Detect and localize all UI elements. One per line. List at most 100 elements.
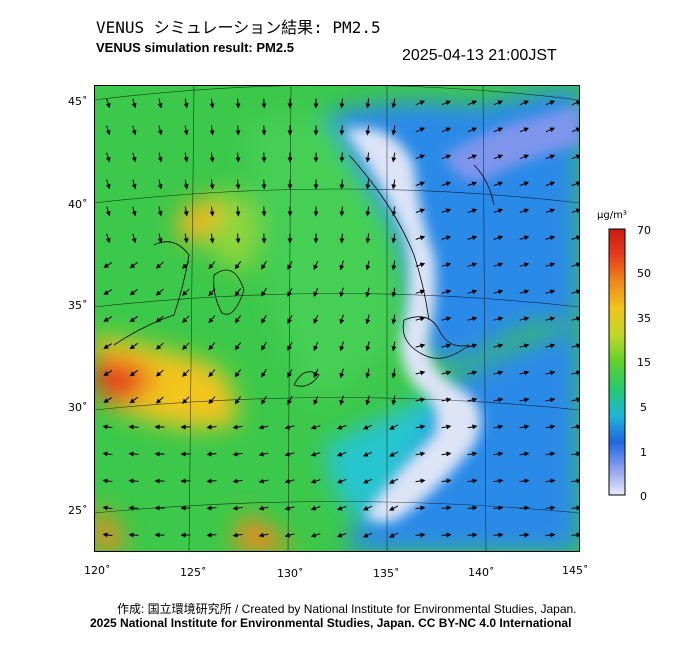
wind-arrow (182, 396, 190, 404)
wind-arrow (493, 100, 504, 106)
wind-arrow (441, 154, 452, 160)
wind-arrow (235, 152, 241, 163)
wind-arrow (235, 179, 241, 190)
wind-arrow (467, 208, 478, 214)
wind-arrow (157, 98, 163, 109)
wind-arrow (545, 289, 556, 295)
wind-arrow (105, 206, 111, 217)
lon-label-135: 135˚ (373, 567, 400, 580)
wind-arrow (208, 288, 216, 297)
wind-arrow (365, 152, 371, 163)
wind-arrow (157, 206, 163, 217)
wind-arrow (206, 505, 217, 511)
wind-arrow (261, 395, 267, 405)
wind-arrow (571, 208, 580, 214)
wind-arrow (313, 368, 319, 379)
wind-arrow (103, 289, 113, 295)
wind-arrow (545, 532, 556, 538)
wind-arrow (182, 369, 190, 377)
wind-arrow (129, 315, 138, 323)
wind-arrow (545, 154, 556, 160)
wind-arrow (519, 343, 530, 349)
wind-arrow (129, 396, 138, 404)
wind-arrow (261, 260, 267, 270)
wind-arrow (339, 206, 345, 217)
wind-arrow (467, 343, 478, 349)
wind-arrow (310, 451, 321, 457)
wind-arrow (155, 369, 164, 377)
wind-arrow (208, 369, 216, 378)
wind-arrow (182, 342, 190, 350)
wind-arrow (415, 397, 426, 403)
lon-label-120: 120˚ (84, 564, 111, 577)
wind-arrow (287, 395, 293, 405)
wind-arrow (467, 370, 478, 376)
wind-arrow (131, 152, 137, 163)
wind-arrow (103, 262, 113, 268)
wind-arrow (519, 370, 530, 376)
wind-arrow (545, 100, 556, 106)
wind-arrow (313, 341, 319, 352)
lat-label-45: 45˚ (68, 95, 88, 108)
wind-arrow (519, 262, 530, 268)
wind-arrow (155, 288, 164, 296)
wind-arrow (441, 208, 452, 214)
wind-arrow (441, 235, 452, 241)
wind-arrow (131, 179, 137, 190)
wind-arrow (571, 451, 580, 457)
lat-label-40: 40˚ (68, 198, 88, 211)
wind-arrow (391, 341, 397, 352)
wind-arrow (389, 505, 399, 511)
cyan-band-south (324, 385, 444, 517)
colorbar-tick-35: 35 (637, 312, 651, 325)
wind-arrow (258, 505, 269, 511)
wind-arrow (415, 316, 426, 322)
wind-arrow (234, 369, 242, 378)
wind-arrow (102, 505, 113, 511)
map-border (94, 85, 580, 552)
wind-arrow (441, 424, 452, 430)
wind-arrow (284, 424, 295, 430)
wind-arrow (105, 152, 111, 163)
wind-arrow (519, 289, 530, 295)
wind-arrow (336, 478, 347, 484)
wind-arrow (545, 370, 556, 376)
wind-arrow (545, 343, 556, 349)
wind-arrow (155, 342, 164, 350)
forecast-timestamp: 2025-04-13 21:00JST (402, 47, 557, 64)
wind-arrow (467, 478, 478, 484)
wind-arrow (415, 505, 426, 511)
wind-arrow (391, 368, 397, 379)
wind-arrow (571, 154, 580, 160)
colorbar-unit: μg/m³ (597, 210, 627, 221)
wind-arrow (339, 395, 345, 406)
wind-arrow (571, 370, 580, 376)
wind-arrow (571, 424, 580, 430)
wind-arrow (362, 505, 373, 511)
wind-arrow (234, 315, 242, 324)
wind-arrow (545, 478, 556, 484)
wind-arrow (102, 532, 113, 538)
wind-arrow (105, 125, 111, 136)
wind-arrow (235, 98, 241, 109)
wind-arrow (208, 261, 216, 270)
wind-arrow (545, 424, 556, 430)
wind-arrow (234, 396, 242, 405)
wind-arrow (209, 206, 215, 217)
wind-arrow (103, 343, 113, 349)
wind-arrow (287, 314, 293, 324)
wind-arrow (365, 233, 371, 244)
wind-arrow (467, 424, 478, 430)
lat-label-25: 25˚ (68, 504, 88, 517)
colorbar (608, 228, 626, 496)
wind-arrow (467, 397, 478, 403)
wind-arrow (519, 100, 530, 106)
wind-arrow (102, 424, 113, 430)
wind-arrow (467, 127, 478, 133)
wind-arrow (493, 208, 504, 214)
wind-arrow (129, 342, 138, 350)
wind-arrow (441, 370, 452, 376)
clean-air-east (444, 105, 580, 182)
wind-arrow (441, 478, 452, 484)
wind-arrow (545, 235, 556, 241)
